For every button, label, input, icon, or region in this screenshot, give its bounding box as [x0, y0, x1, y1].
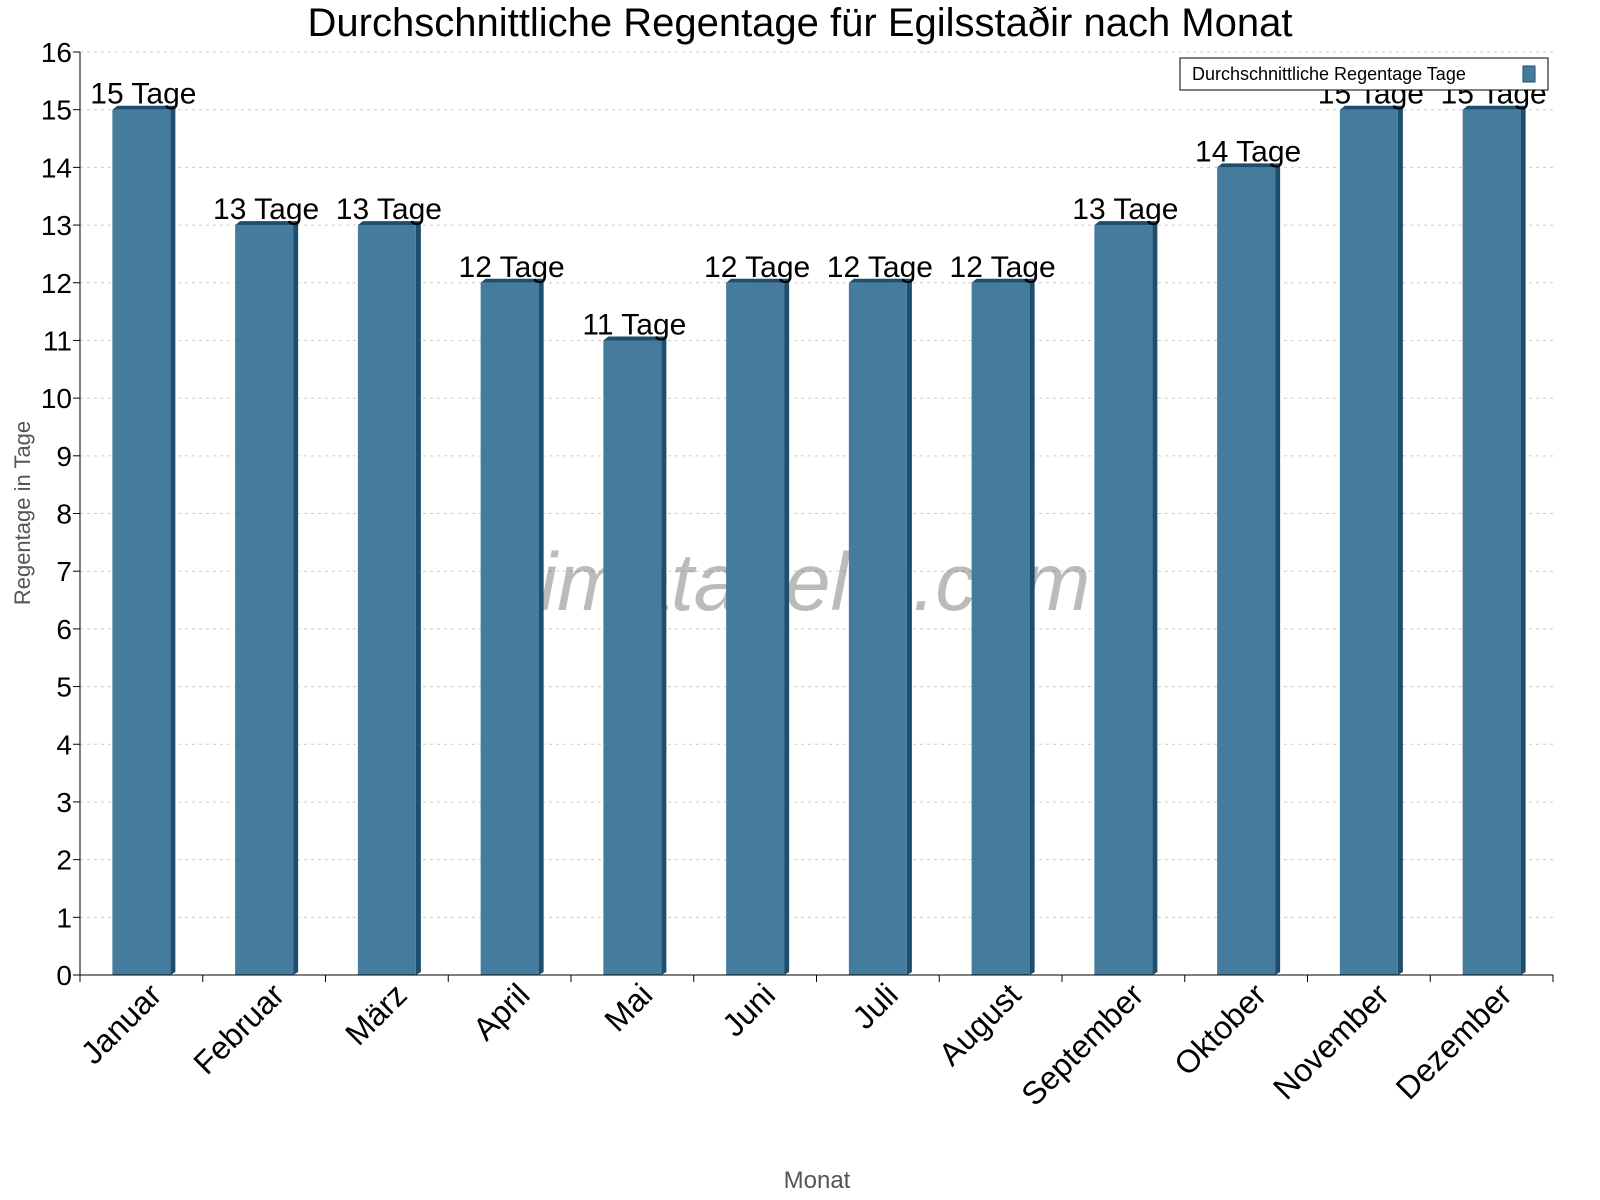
- y-tick-label: 5: [56, 672, 72, 703]
- bar: [603, 340, 662, 975]
- bar: [357, 225, 416, 975]
- bar-side: [1029, 278, 1035, 975]
- bar-side: [1397, 105, 1403, 975]
- y-tick-label: 7: [56, 556, 72, 587]
- bar-group: 13 Tage: [213, 193, 319, 975]
- y-tick-label: 13: [41, 210, 72, 241]
- bar-group: 12 Tage: [827, 251, 933, 975]
- legend: Durchschnittliche Regentage Tage: [1179, 57, 1549, 91]
- bar-side: [661, 336, 667, 975]
- bar-top: [848, 278, 912, 283]
- x-tick-label: Februar: [186, 976, 291, 1081]
- bar-side: [906, 278, 912, 975]
- y-tick-label: 6: [56, 614, 72, 645]
- x-tick-label: April: [466, 976, 537, 1047]
- data-label: 15 Tage: [90, 78, 196, 111]
- data-label: 14 Tage: [1195, 135, 1301, 168]
- chart-title: Durchschnittliche Regentage für Egilssta…: [308, 1, 1293, 45]
- x-tick-label: September: [1014, 976, 1150, 1112]
- x-tick-label: Dezember: [1389, 976, 1519, 1106]
- data-label: 11 Tage: [582, 308, 686, 341]
- y-axis-label: Regentage in Tage: [10, 421, 35, 605]
- data-label: 12 Tage: [827, 251, 933, 284]
- x-tick-label: Juli: [845, 976, 904, 1035]
- bar-side: [415, 221, 421, 975]
- x-tick-label: Oktober: [1167, 976, 1273, 1082]
- x-tick-label: Juni: [715, 976, 782, 1043]
- bar-side: [784, 278, 790, 975]
- y-tick-label: 12: [41, 268, 72, 299]
- bar-top: [971, 278, 1035, 283]
- bar-group: 13 Tage: [336, 193, 442, 975]
- y-tick-label: 11: [43, 325, 72, 356]
- y-tick-label: 8: [56, 499, 72, 530]
- bar-group: 14 Tage: [1195, 135, 1301, 975]
- y-tick-label: 16: [41, 37, 72, 68]
- bar-side: [1152, 221, 1158, 975]
- bar-top: [726, 278, 790, 283]
- bar-top: [112, 105, 176, 110]
- x-tick-label: August: [932, 976, 1028, 1072]
- bar-group: 15 Tage: [1318, 78, 1424, 975]
- x-tick-label: Mai: [597, 976, 659, 1038]
- y-tick-label: 0: [56, 960, 72, 991]
- y-tick-label: 14: [41, 152, 72, 183]
- bar: [848, 282, 907, 975]
- bar-top: [480, 278, 544, 283]
- bar-side: [293, 221, 299, 975]
- data-label: 13 Tage: [336, 193, 442, 226]
- bar: [726, 282, 785, 975]
- bar-side: [1275, 163, 1281, 975]
- data-label: 12 Tage: [704, 251, 810, 284]
- bar-side: [170, 105, 176, 975]
- bar: [235, 225, 294, 975]
- bar: [1339, 109, 1398, 975]
- data-label: 12 Tage: [459, 251, 565, 284]
- y-tick-label: 2: [56, 845, 72, 876]
- bar-group: 13 Tage: [1072, 193, 1178, 975]
- bar-top: [603, 336, 667, 341]
- x-tick-label: Januar: [74, 976, 169, 1071]
- bar: [1217, 167, 1276, 975]
- bar-top: [235, 221, 299, 226]
- x-tick-label: März: [338, 976, 414, 1052]
- bar-top: [1094, 221, 1158, 226]
- y-tick-label: 1: [56, 902, 72, 933]
- data-label: 12 Tage: [950, 251, 1056, 284]
- y-tick-label: 10: [41, 383, 72, 414]
- bar-group: 11 Tage: [582, 308, 686, 975]
- bar-group: 15 Tage: [1441, 78, 1547, 975]
- bar-group: 12 Tage: [459, 251, 565, 975]
- data-label: 13 Tage: [1072, 193, 1178, 226]
- legend-label: Durchschnittliche Regentage Tage: [1192, 64, 1466, 84]
- y-tick-label: 3: [56, 787, 72, 818]
- y-tick-label: 4: [56, 729, 72, 760]
- bar: [112, 109, 171, 975]
- bar-side: [538, 278, 544, 975]
- x-axis-label: Monat: [784, 1167, 851, 1194]
- bar-side: [1520, 105, 1526, 975]
- legend-swatch: [1522, 65, 1536, 83]
- bar-group: 12 Tage: [950, 251, 1056, 975]
- data-label: 13 Tage: [213, 193, 319, 226]
- bar-group: 15 Tage: [90, 78, 196, 975]
- bar: [480, 282, 539, 975]
- y-tick-label: 9: [56, 441, 72, 472]
- x-tick-label: November: [1266, 976, 1396, 1106]
- bar-top: [1462, 105, 1526, 110]
- bar: [1462, 109, 1521, 975]
- y-tick-label: 15: [41, 95, 72, 126]
- bar-top: [357, 221, 421, 226]
- bar-top: [1217, 163, 1281, 168]
- bar-top: [1339, 105, 1403, 110]
- bar: [1094, 225, 1153, 975]
- bar: [971, 282, 1030, 975]
- bar-group: 12 Tage: [704, 251, 810, 975]
